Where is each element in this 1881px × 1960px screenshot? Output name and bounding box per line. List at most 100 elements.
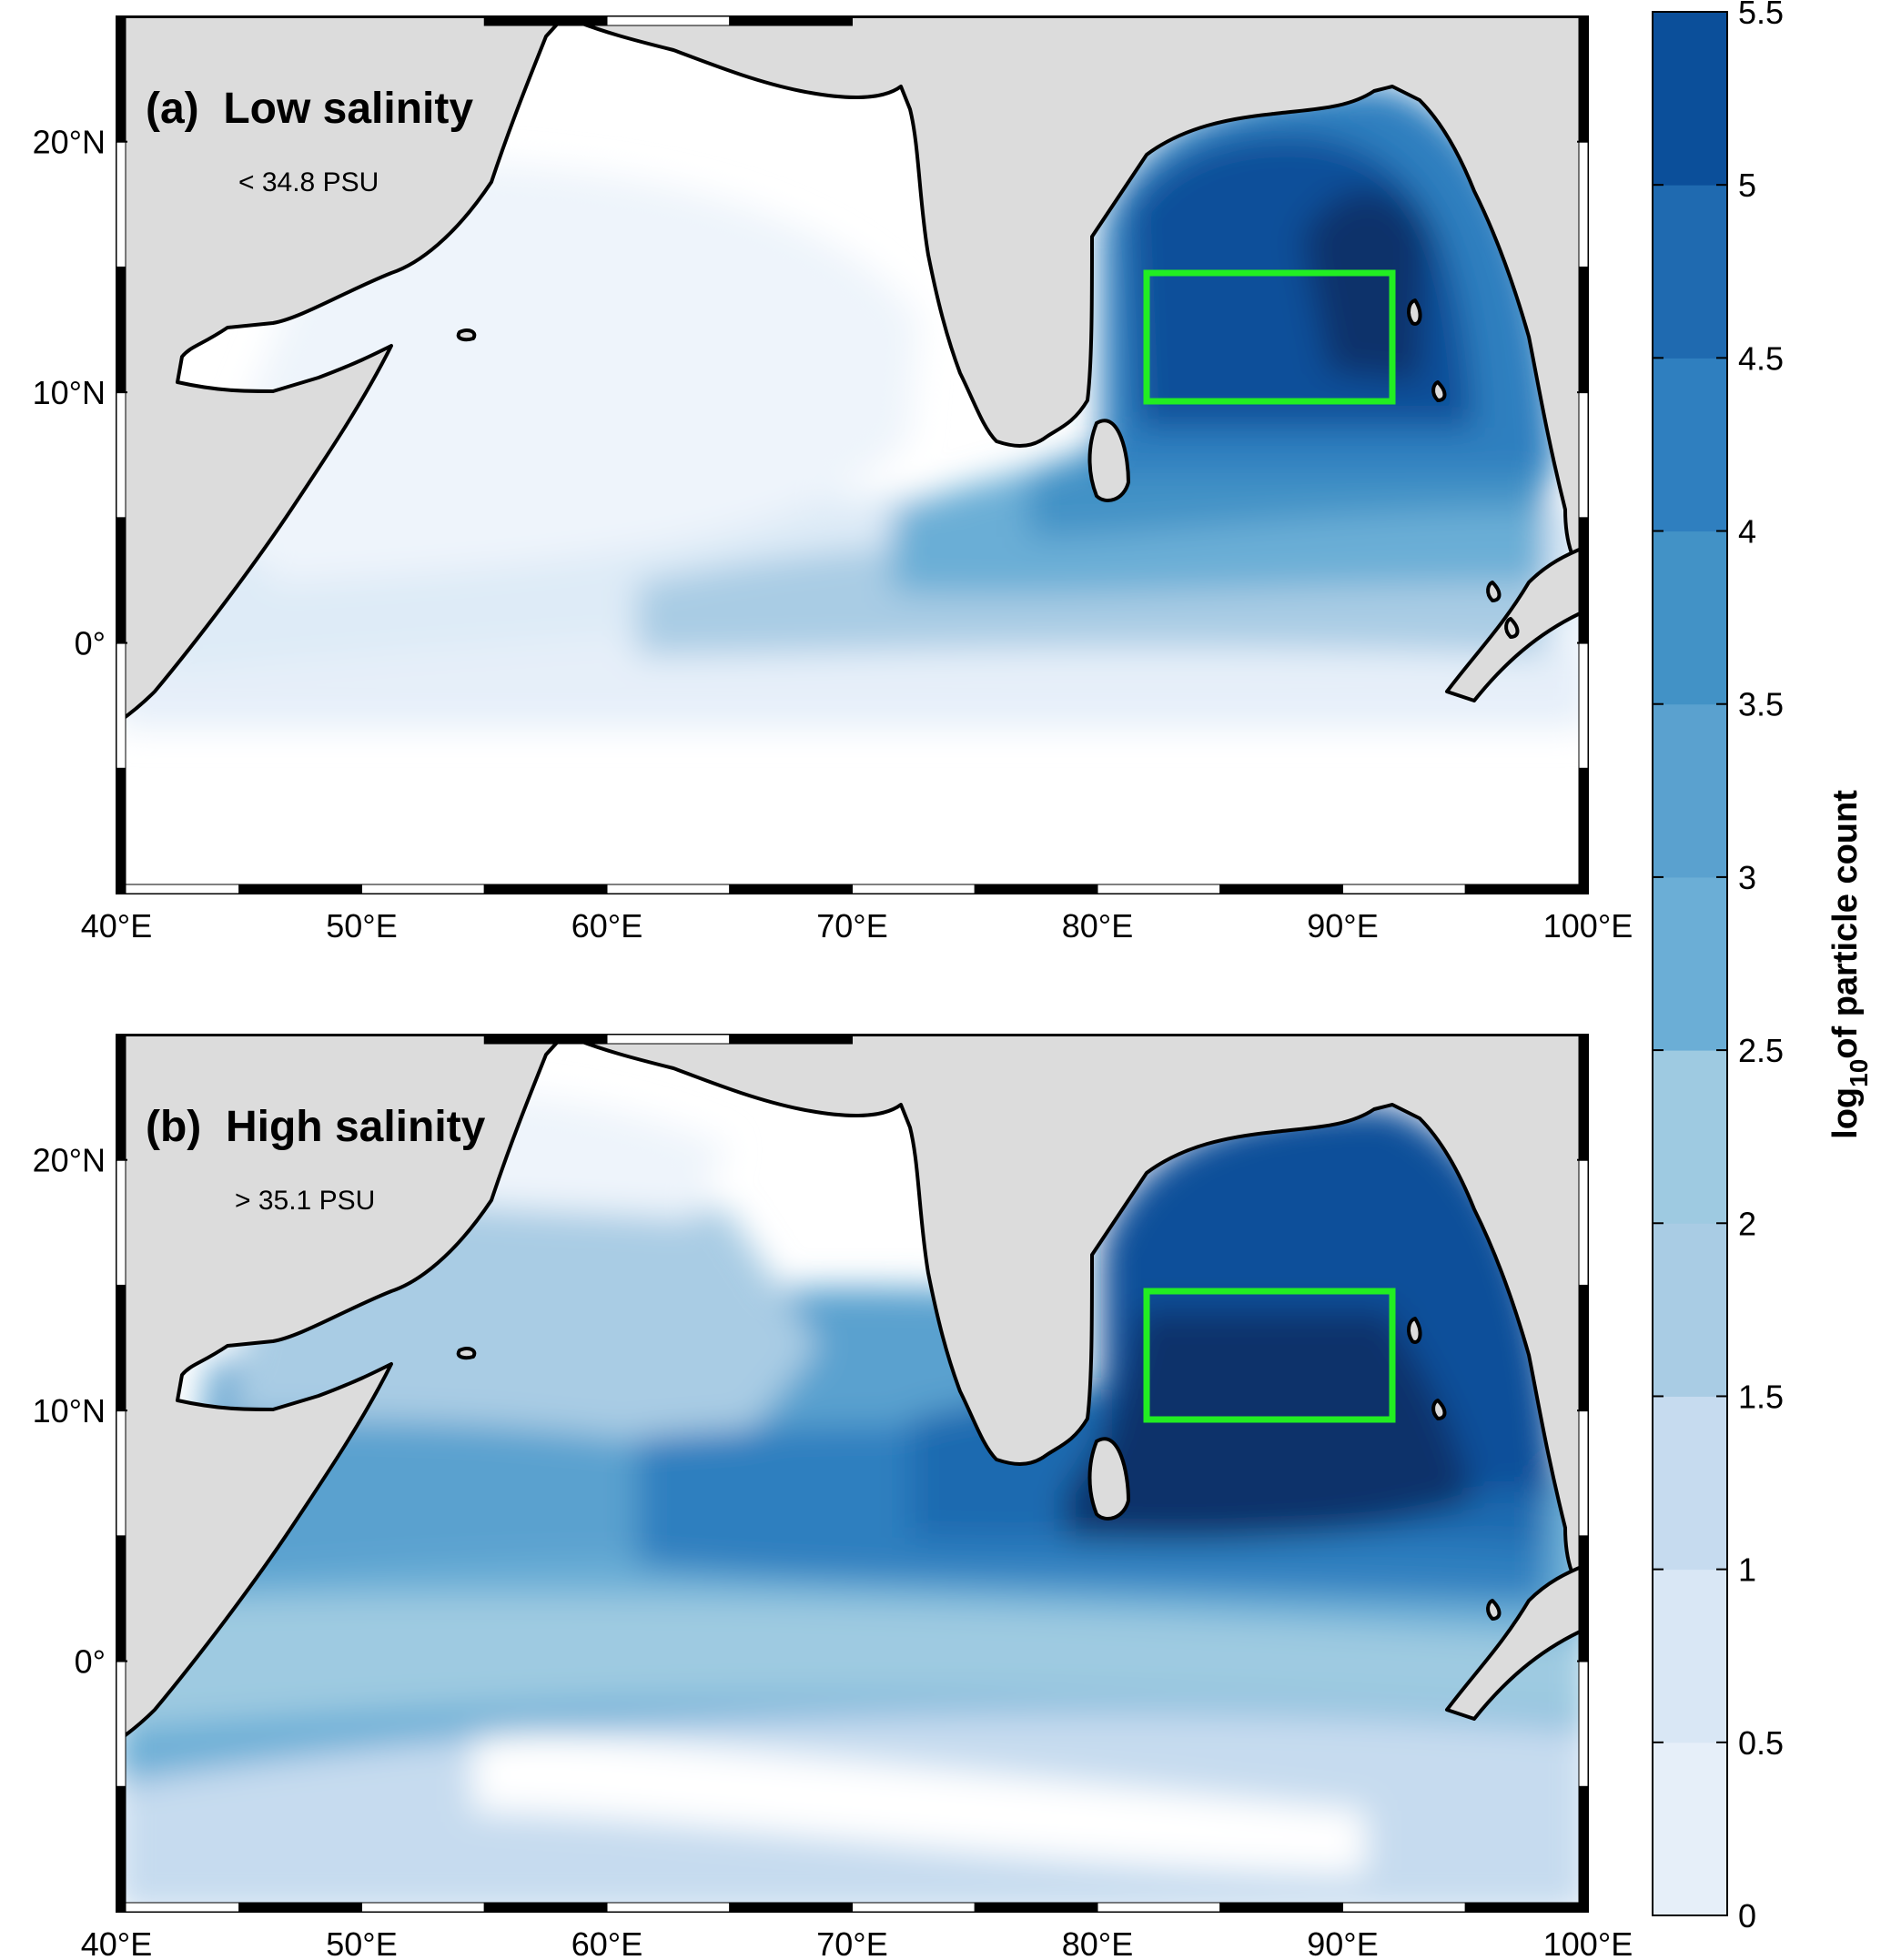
x-tick-label: 40°E (81, 1925, 152, 1960)
y-tick-label: 20°N (33, 1142, 106, 1179)
threshold-label-b: > 35.1 PSU (235, 1186, 375, 1216)
colorbar-swatch (1653, 1569, 1727, 1743)
x-tick-label: 80°E (1062, 1925, 1133, 1960)
colorbar-tick-label: 5 (1738, 167, 1756, 204)
panel-b: (b) High salinity > 35.1 PSU 40°E 50°E 60°… (33, 1034, 1633, 1960)
frame-segment (483, 884, 608, 894)
x-tick-label: 90°E (1307, 1925, 1378, 1960)
frame-segment (116, 642, 126, 769)
colorbar-swatch (1653, 12, 1727, 186)
colorbar-label: log10of particle count (1826, 790, 1873, 1139)
frame-segment (729, 884, 853, 894)
frame-segment (1578, 141, 1589, 268)
y-tick-label: 0° (75, 1643, 106, 1681)
frame-segment (606, 1034, 731, 1045)
frame-segment (116, 266, 126, 393)
frame-segment (974, 1902, 1098, 1913)
frame-segment (1578, 1284, 1589, 1411)
colorbar-swatch (1653, 1223, 1727, 1397)
x-tick-label: 60°E (571, 907, 642, 945)
frame-segment (116, 1159, 126, 1286)
x-tick-label: 70°E (816, 907, 887, 945)
frame-segment (116, 1535, 126, 1662)
threshold-label-a: < 34.8 PSU (238, 167, 379, 197)
frame-segment (116, 1785, 126, 1913)
frame-segment (361, 1902, 485, 1913)
frame-segment (116, 1902, 240, 1913)
colorbar-swatch (1653, 1396, 1727, 1571)
land-a (116, 16, 1588, 725)
colorbar-tick-label: 0.5 (1738, 1724, 1784, 1762)
colorbar: 0 0.5 1 1.5 2 2.5 3 3.5 4 4.5 5 5.5 log10of particl… (1652, 0, 1873, 1935)
frame-segment (116, 767, 126, 894)
colorbar-swatch (1653, 530, 1727, 705)
x-tick-label: 70°E (816, 1925, 887, 1960)
frame-segment (483, 15, 608, 26)
frame-segment (116, 15, 126, 143)
colorbar-ticks: 0 0.5 1 1.5 2 2.5 3 3.5 4 4.5 5 5.5 (1653, 0, 1784, 1935)
colorbar-tick-label: 2.5 (1738, 1032, 1784, 1069)
colorbar-tick-label: 5.5 (1738, 0, 1784, 31)
x-tick-label: 100°E (1543, 907, 1633, 945)
x-tick-label: 50°E (326, 907, 397, 945)
frame-segment (852, 884, 976, 894)
frame-segment (1578, 391, 1589, 519)
frame-segment (361, 884, 485, 894)
frame-segment (1578, 517, 1589, 644)
colorbar-tick-label: 2 (1738, 1205, 1756, 1242)
panel-title-b: (b) High salinity (146, 1103, 486, 1151)
y-tick-label: 10°N (33, 374, 106, 411)
x-tick-labels-a: 40°E 50°E 60°E 70°E 80°E 90°E 100°E (81, 907, 1633, 945)
colorbar-swatches (1653, 12, 1727, 1916)
colorbar-swatch (1653, 1050, 1727, 1224)
frame-segment (1578, 1661, 1589, 1787)
x-tick-label: 100°E (1543, 1925, 1633, 1960)
region-box-a (1143, 269, 1396, 405)
frame-segment (238, 1902, 362, 1913)
frame-segment (606, 1902, 731, 1913)
frame-segment (606, 884, 731, 894)
frame-segment (483, 1034, 608, 1045)
frame-segment (116, 1661, 126, 1787)
y-tick-label: 10°N (33, 1392, 106, 1430)
frame-segment (852, 1902, 976, 1913)
frame-segment (729, 1902, 853, 1913)
frame-segment (1578, 266, 1589, 393)
frame-segment (1342, 1902, 1466, 1913)
land-b (116, 1035, 1588, 1743)
colorbar-frame (1652, 11, 1728, 1916)
x-tick-label: 90°E (1307, 907, 1378, 945)
frame-segment (1464, 1902, 1589, 1913)
frame-segment (116, 141, 126, 268)
y-tick-label: 20°N (33, 124, 106, 161)
frame-segment (1578, 1159, 1589, 1286)
frame-pattern-b (116, 1034, 1589, 1913)
frame-segment (1219, 884, 1343, 894)
frame-segment (116, 1284, 126, 1411)
frame-segment (729, 15, 853, 26)
colorbar-swatch (1653, 876, 1727, 1051)
panel-a: (a) Low salinity < 34.8 PSU 40°E 50°E 60°E… (33, 15, 1633, 945)
frame-segment (116, 1034, 126, 1161)
colorbar-tick-label: 1 (1738, 1551, 1756, 1589)
colorbar-swatch (1653, 1742, 1727, 1916)
frame-segment (1578, 15, 1589, 143)
frame-segment (974, 884, 1098, 894)
frame-segment (1342, 884, 1466, 894)
frame-segment (1219, 1902, 1343, 1913)
frame-segment (1097, 1902, 1221, 1913)
frame-segment (1578, 1535, 1589, 1662)
x-tick-labels-b: 40°E 50°E 60°E 70°E 80°E 90°E 100°E (81, 1925, 1633, 1960)
frame-pattern-a (116, 15, 1589, 894)
y-tick-labels-b: 20°N 10°N 0° (33, 1142, 1588, 1681)
region-box-b (1143, 1288, 1396, 1423)
frame-segment (116, 884, 240, 894)
colorbar-tick-label: 3.5 (1738, 686, 1784, 723)
x-tick-label: 80°E (1062, 907, 1133, 945)
colorbar-tick-label: 4 (1738, 513, 1756, 551)
colorbar-swatch (1653, 185, 1727, 359)
frame-segment (116, 1409, 126, 1537)
colorbar-tick-label: 1.5 (1738, 1378, 1784, 1415)
field-shading-b (116, 1092, 1588, 1912)
